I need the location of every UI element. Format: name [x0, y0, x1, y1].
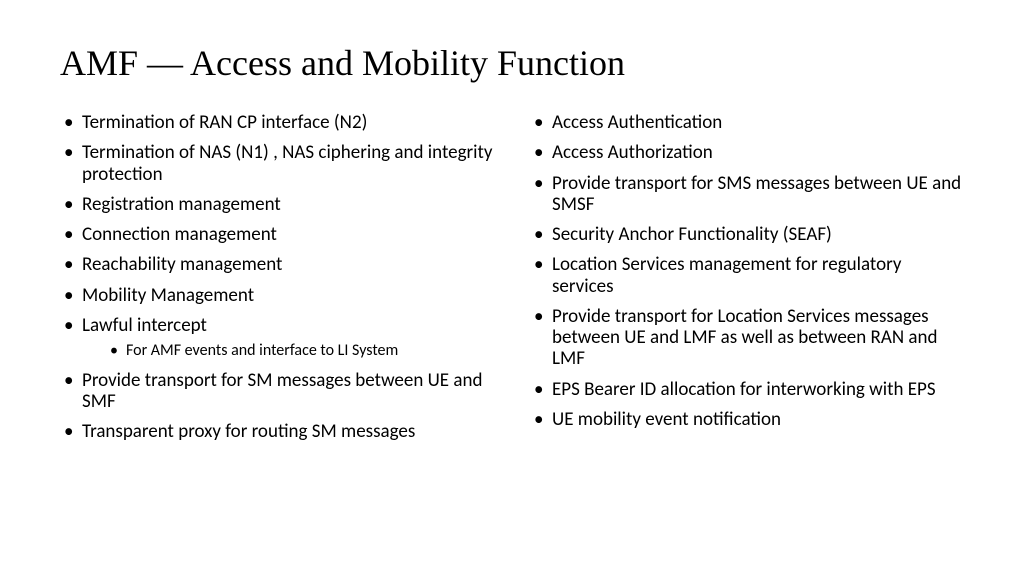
bullet-text: Provide transport for SM messages betwee… — [82, 369, 482, 413]
bullet-item: Access Authorization — [530, 142, 964, 163]
bullet-item: Security Anchor Functionality (SEAF) — [530, 224, 964, 245]
bullet-text: UE mobility event notification — [552, 408, 781, 431]
slide: AMF — Access and Mobility Function Termi… — [0, 0, 1024, 576]
columns: Termination of RAN CP interface (N2) Term… — [60, 112, 964, 451]
bullet-item: Termination of RAN CP interface (N2) — [60, 112, 494, 133]
bullet-text: Access Authorization — [552, 141, 713, 164]
bullet-item: Lawful intercept For AMF events and inter… — [60, 315, 494, 361]
bullet-text: Location Services management for regulat… — [552, 253, 901, 297]
bullet-item: EPS Bearer ID allocation for interworkin… — [530, 379, 964, 400]
bullet-item: Location Services management for regulat… — [530, 254, 964, 297]
bullet-item: UE mobility event notification — [530, 409, 964, 430]
bullet-text: Provide transport for SMS messages betwe… — [552, 172, 961, 216]
bullet-text: Transparent proxy for routing SM message… — [82, 420, 415, 443]
bullet-item: Connection management — [60, 224, 494, 245]
sub-bullet-text: For AMF events and interface to LI Syste… — [126, 341, 398, 360]
bullet-text: Registration management — [82, 193, 281, 216]
sub-bullet-item: For AMF events and interface to LI Syste… — [82, 342, 494, 360]
left-column: Termination of RAN CP interface (N2) Term… — [60, 112, 494, 451]
bullet-text: Access Authentication — [552, 111, 722, 134]
bullet-item: Access Authentication — [530, 112, 964, 133]
bullet-text: Provide transport for Location Services … — [552, 305, 937, 371]
slide-title: AMF — Access and Mobility Function — [60, 42, 964, 84]
right-column: Access Authentication Access Authorizatio… — [530, 112, 964, 451]
bullet-item: Provide transport for Location Services … — [530, 306, 964, 370]
bullet-item: Mobility Management — [60, 285, 494, 306]
bullet-text: EPS Bearer ID allocation for interworkin… — [552, 378, 936, 401]
bullet-text: Termination of NAS (N1) , NAS ciphering … — [82, 141, 492, 185]
bullet-item: Reachability management — [60, 254, 494, 275]
bullet-text: Security Anchor Functionality (SEAF) — [552, 223, 832, 246]
bullet-text: Reachability management — [82, 253, 282, 276]
bullet-item: Transparent proxy for routing SM message… — [60, 421, 494, 442]
bullet-text: Mobility Management — [82, 284, 254, 307]
bullet-item: Provide transport for SMS messages betwe… — [530, 173, 964, 216]
bullet-text: Lawful intercept — [82, 314, 207, 337]
right-list: Access Authentication Access Authorizatio… — [530, 112, 964, 430]
bullet-item: Provide transport for SM messages betwee… — [60, 370, 494, 413]
bullet-item: Registration management — [60, 194, 494, 215]
bullet-text: Connection management — [82, 223, 277, 246]
sub-list: For AMF events and interface to LI Syste… — [82, 342, 494, 360]
left-list: Termination of RAN CP interface (N2) Term… — [60, 112, 494, 442]
bullet-text: Termination of RAN CP interface (N2) — [82, 111, 367, 134]
bullet-item: Termination of NAS (N1) , NAS ciphering … — [60, 142, 494, 185]
